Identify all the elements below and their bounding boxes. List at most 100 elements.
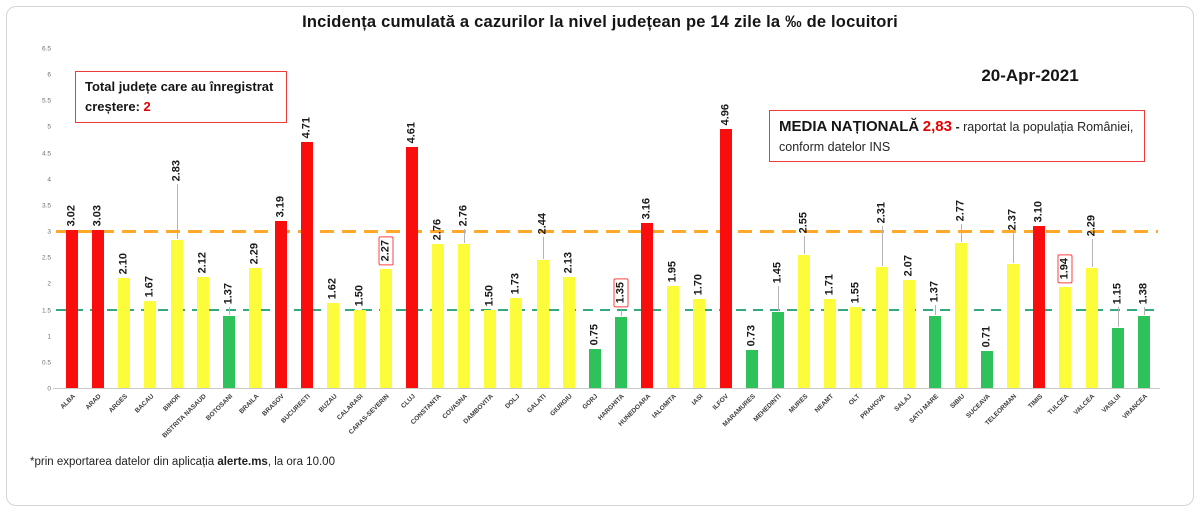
county-label: SUCEAVA xyxy=(965,393,992,420)
bar-value-label: 1.95 xyxy=(666,260,679,282)
bar xyxy=(222,316,235,388)
bar-column: 2.76 CONSTANTA xyxy=(410,48,451,426)
bar-column: 3.02 ALBA xyxy=(59,48,85,411)
bar xyxy=(902,280,915,388)
bar-column: 2.10 ARGES xyxy=(108,48,137,414)
bar xyxy=(432,244,445,388)
national-average-dash: - xyxy=(955,120,960,134)
bar xyxy=(484,310,497,388)
y-axis-tick-label: 1 xyxy=(47,333,51,341)
county-label: BACAU xyxy=(133,393,156,415)
bar-value-label-boxed: 1.94 xyxy=(1057,253,1073,283)
bar-column: 3.10 TIMIS xyxy=(1026,48,1052,410)
bar-value-label: 2.10 xyxy=(117,252,130,274)
bar-column: 0.75 GORJ xyxy=(582,48,608,411)
county-label: VALCEA xyxy=(1073,393,1097,417)
bar xyxy=(118,278,131,388)
national-average-label: MEDIA NAȚIONALĂ xyxy=(779,118,920,135)
bar-value-label-boxed: 2.27 xyxy=(378,235,394,265)
bar xyxy=(301,142,314,388)
bar-column: 1.71 NEAMT xyxy=(814,48,843,414)
bar xyxy=(798,255,810,388)
bar xyxy=(588,349,601,388)
bar-column: 1.70 IASI xyxy=(686,48,712,407)
national-average-value: 2,83 xyxy=(922,118,952,135)
bar-column: 1.15 VASLUI xyxy=(1101,48,1131,414)
bar-column: 0.71 SUCEAVA xyxy=(965,48,1000,420)
growth-callout-line2: creștere: xyxy=(85,99,144,115)
bar xyxy=(771,312,784,388)
bar-column: 1.50 CALARASI xyxy=(336,48,373,422)
y-axis-tick-label: 4.5 xyxy=(41,150,51,158)
bar xyxy=(928,316,941,388)
threshold-line-lower xyxy=(56,308,1158,311)
bar-value-label: 2.13 xyxy=(562,251,575,273)
county-label: BRAILA xyxy=(237,393,261,416)
bar-column: 1.37 BOTOSANI xyxy=(205,48,242,422)
growth-count: 2 xyxy=(143,99,151,115)
bar-value-label: 2.37 xyxy=(1006,208,1019,230)
bar-value-label: 2.12 xyxy=(196,251,209,273)
growth-callout-box: Total județe care au înregistrat creșter… xyxy=(75,71,287,124)
bar-value-label: 1.67 xyxy=(143,275,156,297)
bar-column: 2.27 CARAS-SEVERIN xyxy=(348,48,399,436)
county-label: BRASOV xyxy=(261,393,287,418)
bar xyxy=(876,267,889,388)
bar-column: 3.19 BRASOV xyxy=(262,48,294,418)
bar-value-label: 1.62 xyxy=(326,277,339,299)
bar-value-label: 1.45 xyxy=(771,261,784,283)
bar-value-label: 1.70 xyxy=(692,273,705,295)
county-label: DOLJ xyxy=(504,393,522,411)
y-axis-tick-label: 2 xyxy=(47,280,51,288)
bar-column: 2.29 BRAILA xyxy=(238,48,268,415)
y-axis-tick-label: 5.5 xyxy=(41,97,51,105)
bar-column: 2.29 VALCEA xyxy=(1073,48,1104,417)
bar xyxy=(1007,264,1020,388)
bar xyxy=(1059,287,1072,388)
bar xyxy=(196,277,209,388)
leader-line xyxy=(1013,233,1015,263)
y-axis-tick-label: 6.5 xyxy=(41,45,51,53)
bar-value-label: 2.77 xyxy=(954,199,967,221)
chart-title: Incidența cumulată a cazurilor la nivel … xyxy=(302,13,898,31)
leader-line xyxy=(621,310,623,316)
bar xyxy=(170,240,183,388)
bar-value-label: 2.31 xyxy=(875,201,888,223)
y-axis-tick-label: 0 xyxy=(47,385,51,393)
bar xyxy=(562,277,575,388)
county-label: NEAMT xyxy=(813,393,836,415)
leader-line xyxy=(464,229,466,243)
bar xyxy=(745,350,758,388)
bar-column: 1.94 TULCEA xyxy=(1047,48,1078,417)
county-label: VASLUI xyxy=(1101,393,1123,415)
bar xyxy=(353,310,366,388)
bar-column: 1.50 DAMBOVITA xyxy=(463,48,503,425)
y-axis-tick-label: 3.5 xyxy=(41,202,51,210)
bar-value-label: 3.03 xyxy=(91,204,104,226)
bar xyxy=(379,269,392,388)
county-label: BOTOSANI xyxy=(204,393,234,423)
leader-line xyxy=(542,237,544,259)
county-label: GALATI xyxy=(525,393,548,415)
bar xyxy=(641,223,654,388)
county-label: SIBIU xyxy=(948,393,966,411)
county-label: IASI xyxy=(690,393,705,407)
bar-column: 1.73 DOLJ xyxy=(503,48,529,410)
bar-column: 3.03 ARAD xyxy=(85,48,111,411)
county-label: MURES xyxy=(787,393,809,415)
national-average-note: raportat la populația României, conform … xyxy=(779,120,1134,154)
leader-line xyxy=(228,307,230,315)
county-label: VRANCEA xyxy=(1121,393,1149,421)
footnote-app-name: alerte.ms xyxy=(217,456,268,468)
bar-value-label: 1.37 xyxy=(222,282,235,304)
bar xyxy=(405,147,418,388)
county-label: GORJ xyxy=(581,393,600,411)
bar xyxy=(92,230,105,388)
bar xyxy=(249,268,262,388)
bar-column: 2.31 PRAHOVA xyxy=(860,48,895,421)
leader-line xyxy=(882,226,884,266)
bar-column: 2.77 SIBIU xyxy=(948,48,974,410)
bar-value-label: 2.07 xyxy=(902,254,915,276)
date-label: 20-Apr-2021 xyxy=(981,66,1079,85)
bar xyxy=(667,286,680,388)
